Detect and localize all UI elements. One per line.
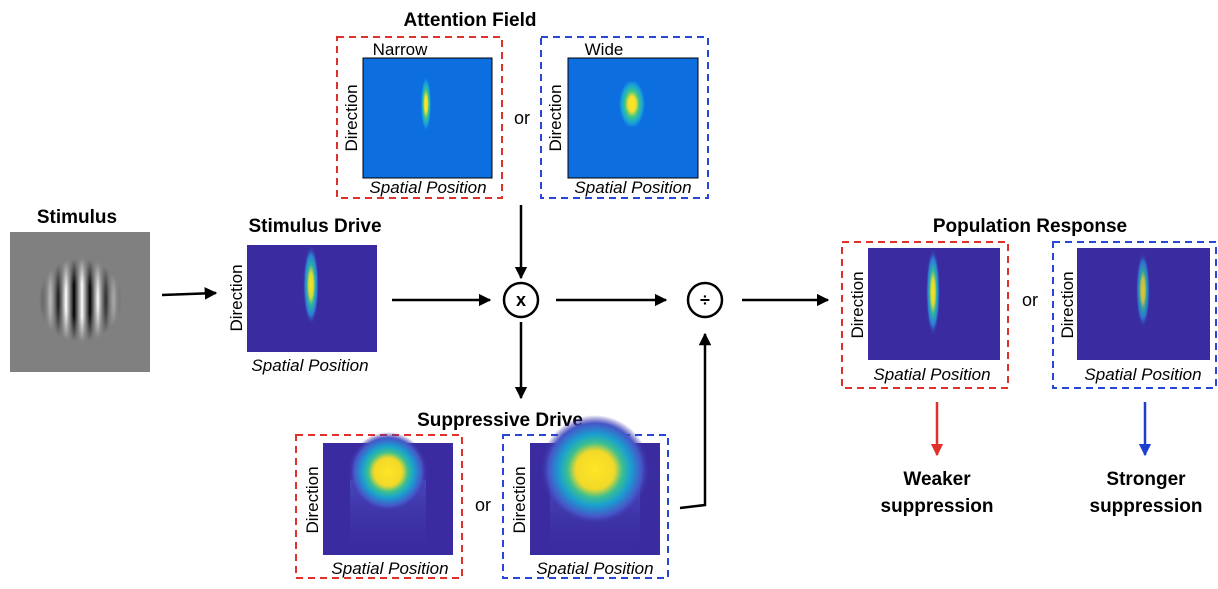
- y-label: Direction: [848, 271, 867, 338]
- outcome-text: suppression: [1090, 496, 1203, 517]
- divide-symbol: ÷: [700, 290, 710, 310]
- suppressive-title: Suppressive Drive: [417, 410, 583, 431]
- stimulus-drive-title: Stimulus Drive: [248, 216, 381, 237]
- arrow: [162, 293, 216, 295]
- panel-label: Narrow: [373, 40, 429, 59]
- x-label: Spatial Position: [1084, 365, 1201, 384]
- narrow-blob: [421, 78, 431, 130]
- wide-blob: [619, 80, 645, 128]
- supp-blob: [540, 415, 650, 525]
- drive-blob: [303, 245, 319, 325]
- pop-blob: [1136, 252, 1150, 328]
- attention-title: Attention Field: [404, 10, 537, 31]
- separator: or: [1022, 290, 1038, 310]
- panel-label: Wide: [585, 40, 624, 59]
- x-label: Spatial Position: [873, 365, 990, 384]
- multiply-symbol: x: [516, 290, 526, 310]
- supp-blob: [348, 432, 428, 512]
- separator: or: [475, 495, 491, 515]
- outcome-text: suppression: [881, 496, 994, 517]
- x-label: Spatial Position: [536, 559, 653, 578]
- separator: or: [514, 108, 530, 128]
- y-label: Direction: [303, 466, 322, 533]
- x-label: Spatial Position: [574, 178, 691, 197]
- x-label: Spatial Position: [251, 356, 368, 375]
- arrow: [680, 334, 705, 508]
- y-label: Direction: [546, 84, 565, 151]
- gabor: [38, 258, 122, 342]
- y-label: Direction: [227, 264, 246, 331]
- x-label: Spatial Position: [331, 559, 448, 578]
- outcome-text: Stronger: [1106, 469, 1186, 490]
- pop-blob: [926, 248, 940, 336]
- x-label: Spatial Position: [369, 178, 486, 197]
- stimulus-title: Stimulus: [37, 207, 117, 228]
- page: { "attention_field": { "title": "Attenti…: [0, 0, 1218, 584]
- y-label: Direction: [1058, 271, 1077, 338]
- population-title: Population Response: [933, 216, 1127, 237]
- y-label: Direction: [342, 84, 361, 151]
- diagram: Attention Field Narrow Direction Spatial…: [0, 0, 1218, 584]
- outcome-text: Weaker: [903, 469, 971, 490]
- y-label: Direction: [510, 466, 529, 533]
